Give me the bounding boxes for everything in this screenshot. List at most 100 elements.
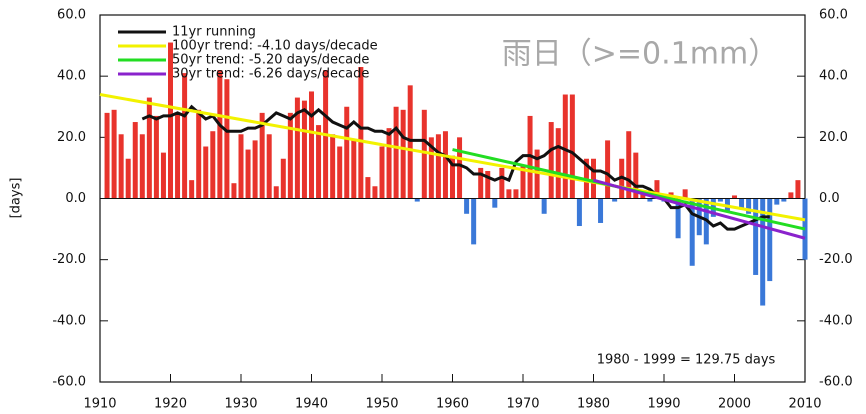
legend-label: 50yr trend: -5.20 days/decade (172, 53, 369, 68)
legend-label: 30yr trend: -6.26 days/decade (172, 67, 369, 82)
bar (139, 134, 145, 199)
bar (605, 140, 611, 199)
bar (767, 198, 773, 282)
bar (647, 198, 653, 202)
bar (153, 115, 159, 199)
bar (393, 106, 399, 199)
bar (492, 198, 498, 208)
bar (591, 158, 596, 199)
bar (245, 149, 251, 199)
bar (400, 109, 406, 199)
bar (626, 131, 632, 199)
y-tick-label: -20.0 (52, 252, 86, 267)
x-tick-label: 1980 (577, 397, 610, 412)
y-tick-label: 60.0 (57, 8, 86, 23)
y-tick-label: 40.0 (57, 69, 86, 84)
bar (485, 170, 491, 199)
bar (104, 112, 110, 199)
bar (689, 198, 695, 266)
x-tick-label: 1930 (224, 397, 257, 412)
bar (760, 198, 766, 306)
bar (301, 100, 307, 199)
y-tick-label: 20.0 (57, 130, 86, 145)
bar (407, 85, 413, 199)
bar (478, 167, 484, 199)
y-tick-label: -40.0 (52, 313, 86, 328)
bar (175, 112, 181, 199)
y2-tick-label: 20.0 (819, 130, 848, 145)
bar (294, 97, 300, 199)
bar (682, 189, 688, 199)
bar (457, 137, 463, 199)
bar (450, 155, 455, 199)
bar (168, 42, 173, 199)
bar (598, 198, 604, 223)
bar (753, 198, 759, 275)
bar (499, 167, 505, 199)
bar (231, 183, 237, 199)
bar (160, 152, 166, 199)
x-tick-label: 1970 (506, 397, 539, 412)
bar (471, 198, 477, 245)
bar (569, 94, 575, 199)
x-tick-label: 2010 (788, 397, 821, 412)
bar (337, 146, 343, 199)
bar (351, 140, 357, 199)
x-tick-label: 2000 (718, 397, 751, 412)
y2-tick-label: -60.0 (819, 375, 853, 390)
bar (506, 189, 512, 199)
bar (520, 164, 526, 199)
bar (330, 134, 336, 199)
bar (555, 128, 561, 199)
x-tick-label: 1910 (83, 397, 116, 412)
x-tick-label: 1920 (154, 397, 187, 412)
bar (266, 134, 272, 199)
bar (132, 122, 138, 199)
bar (118, 134, 124, 199)
bar (746, 198, 752, 214)
y-tick-label: 0.0 (65, 191, 86, 206)
bar (259, 112, 265, 199)
bar (217, 70, 223, 199)
bar (372, 186, 378, 199)
y2-tick-label: 60.0 (819, 8, 848, 23)
bar (774, 198, 780, 205)
overlay-title: 雨日（>=0.1mm） (502, 37, 778, 72)
bar (252, 140, 258, 199)
bar (365, 177, 371, 199)
legend-label: 100yr trend: -4.10 days/decade (172, 39, 378, 54)
y2-tick-label: -40.0 (819, 313, 853, 328)
bar (442, 131, 448, 199)
bar (548, 122, 554, 199)
bar (280, 158, 286, 199)
bar (633, 152, 639, 199)
bar (316, 125, 322, 199)
bar (379, 146, 385, 199)
y-tick-label: -60.0 (52, 375, 86, 390)
bar (428, 137, 434, 199)
y2-tick-label: -20.0 (819, 252, 853, 267)
line-series (593, 178, 806, 240)
bar (795, 180, 801, 199)
bar (739, 198, 745, 208)
bar (203, 146, 209, 199)
bar (717, 198, 723, 202)
bar (273, 186, 279, 199)
bar (344, 106, 350, 199)
bar (196, 109, 202, 199)
bar (358, 66, 364, 199)
x-tick-label: 1950 (365, 397, 398, 412)
bar (386, 128, 392, 199)
bar (654, 180, 660, 199)
bar (788, 192, 794, 199)
bar (640, 192, 646, 199)
y2-tick-label: 40.0 (819, 69, 848, 84)
bar (732, 195, 737, 199)
bar (513, 189, 519, 199)
bar (287, 112, 293, 199)
y2-tick-label: 0.0 (819, 191, 840, 206)
bar (414, 198, 420, 202)
bar (781, 198, 787, 202)
line-series (99, 93, 806, 222)
